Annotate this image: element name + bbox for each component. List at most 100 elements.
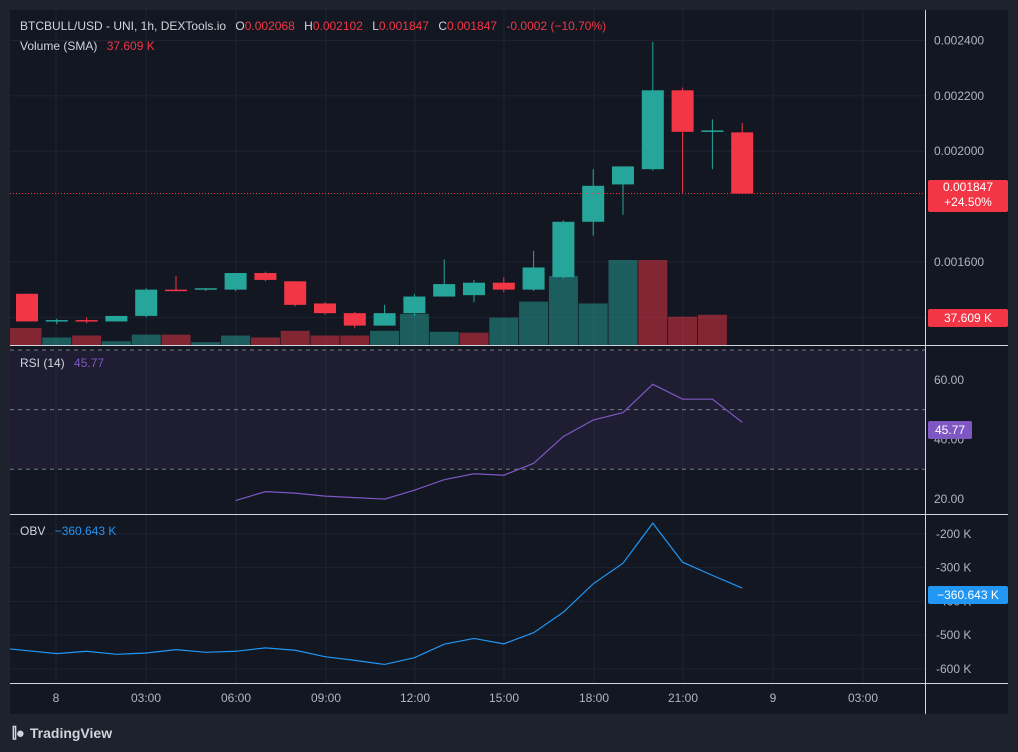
volume-bar: [72, 335, 102, 345]
volume-label: Volume (SMA): [20, 39, 98, 53]
obv-label: OBV: [20, 524, 46, 538]
time-axis-label: 8: [53, 691, 60, 705]
rsi-tick-label: 60.00: [934, 373, 964, 387]
candle-body: [165, 289, 187, 292]
candle-body: [284, 281, 307, 305]
time-axis-label: 9: [770, 691, 777, 705]
obv-value: −360.643 K: [54, 524, 117, 538]
time-axis-label: 06:00: [221, 691, 251, 705]
candle-body: [403, 296, 426, 314]
candle-body: [224, 273, 247, 290]
candle-body: [552, 221, 575, 278]
candle-body: [373, 313, 396, 326]
volume-bar: [399, 313, 429, 345]
time-axis-label: 15:00: [489, 691, 519, 705]
change-value: -0.0002 (−10.70%): [506, 19, 607, 33]
volume-badge: 37.609 K: [928, 309, 1008, 327]
candle-body: [463, 282, 485, 296]
close-label: C: [438, 19, 447, 33]
volume-bar: [42, 337, 72, 345]
candle-body: [701, 130, 724, 132]
obv-tick-label: -600 K: [936, 662, 971, 676]
candle-body: [671, 90, 694, 132]
price-tick-label: 0.002000: [934, 144, 984, 158]
volume-bar: [10, 328, 42, 345]
obv-line: [10, 522, 743, 666]
chart-area[interactable]: 0.0024000.0022000.0020000.0016000.001400…: [10, 10, 1008, 714]
volume-value: 37.609 K: [106, 39, 155, 53]
obv-badge: −360.643 K: [928, 586, 1008, 604]
candle-body: [612, 166, 634, 185]
volume-bar: [578, 303, 608, 345]
volume-bar: [519, 301, 549, 345]
volume-bar: [101, 341, 131, 345]
volume-bar: [459, 332, 489, 345]
footer-brand[interactable]: ⫿● TradingView: [12, 722, 112, 744]
candle-body: [254, 273, 277, 280]
volume-legend: Volume (SMA) 37.609 K: [20, 39, 155, 53]
time-axis-label: 09:00: [311, 691, 341, 705]
candle-body: [582, 185, 605, 222]
candle-body: [343, 313, 366, 326]
candle-body: [522, 267, 545, 290]
candle-body: [135, 289, 158, 316]
low-label: L: [372, 19, 379, 33]
rsi-value: 45.77: [74, 356, 105, 370]
time-axis-label: 12:00: [400, 691, 430, 705]
candle-body: [314, 303, 336, 314]
candle-body: [641, 90, 664, 170]
rsi-tick-label: 20.00: [934, 492, 964, 506]
rsi-line: [235, 383, 743, 502]
tradingview-logo-icon: ⫿●: [12, 724, 25, 742]
candle-body: [194, 288, 217, 290]
volume-bar: [340, 335, 370, 345]
high-label: H: [304, 19, 313, 33]
symbol-title: BTCBULL/USD - UNI, 1h, DEXTools.io: [20, 19, 227, 33]
time-axis-label: 21:00: [668, 691, 698, 705]
volume-bar: [548, 276, 578, 345]
candle-body: [731, 132, 754, 194]
candle-body: [492, 282, 515, 290]
candle-body: [45, 320, 68, 322]
rsi-legend: RSI (14) 45.77: [20, 356, 104, 370]
close-value: 0.001847: [447, 19, 498, 33]
volume-bar: [221, 335, 251, 345]
volume-bar: [310, 335, 340, 345]
open-label: O: [235, 19, 245, 33]
volume-bar: [489, 317, 519, 345]
low-value: 0.001847: [378, 19, 429, 33]
last-price-text: 0.001847: [942, 180, 994, 194]
candle-body: [16, 293, 38, 322]
volume-bar: [370, 330, 400, 345]
symbol-legend: BTCBULL/USD - UNI, 1h, DEXTools.io O0.00…: [20, 19, 606, 33]
volume-bar: [668, 316, 698, 345]
brand-name: TradingView: [29, 725, 113, 741]
open-value: 0.002068: [244, 19, 295, 33]
obv-legend: OBV −360.643 K: [20, 524, 116, 538]
volume-bar: [697, 314, 727, 345]
candle-body: [105, 315, 128, 322]
chart-canvas[interactable]: 0.0024000.0022000.0020000.0016000.001400…: [10, 10, 1008, 714]
price-tick-label: 0.002400: [934, 33, 984, 47]
rsi-label: RSI (14): [20, 356, 65, 370]
volume-bar: [280, 330, 310, 345]
obv-tick-label: -300 K: [936, 561, 971, 575]
volume-bar: [638, 260, 668, 345]
time-axis-label: 03:00: [848, 691, 878, 705]
last-price-badge: 0.001847 +24.50%: [928, 180, 1008, 212]
time-axis-label: 03:00: [131, 691, 161, 705]
volume-bar: [131, 334, 161, 345]
volume-bar: [608, 260, 638, 345]
change-pct-text: +24.50%: [944, 195, 992, 209]
volume-bar: [191, 342, 221, 345]
volume-bar: [429, 331, 459, 345]
time-axis-label: 18:00: [579, 691, 609, 705]
price-tick-label: 0.001600: [934, 255, 984, 269]
rsi-badge: 45.77: [928, 421, 972, 439]
obv-tick-label: -200 K: [936, 527, 971, 541]
candle-body: [433, 284, 456, 297]
volume-bar: [161, 334, 191, 345]
candle-body: [75, 320, 98, 322]
high-value: 0.002102: [312, 19, 363, 33]
